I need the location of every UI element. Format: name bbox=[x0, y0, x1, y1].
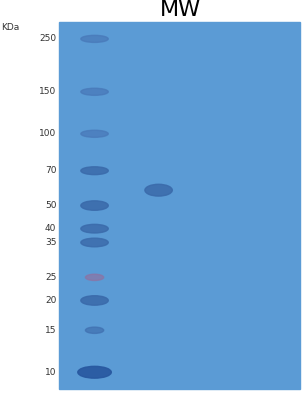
Text: 10: 10 bbox=[45, 368, 56, 377]
Text: 35: 35 bbox=[45, 238, 56, 247]
Text: 250: 250 bbox=[39, 34, 56, 43]
Text: 15: 15 bbox=[45, 326, 56, 335]
Text: 25: 25 bbox=[45, 273, 56, 282]
Text: KDa: KDa bbox=[2, 23, 20, 32]
Text: 50: 50 bbox=[45, 201, 56, 210]
Text: 100: 100 bbox=[39, 129, 56, 138]
Text: 40: 40 bbox=[45, 224, 56, 233]
Text: MW: MW bbox=[160, 0, 200, 20]
Text: 70: 70 bbox=[45, 166, 56, 175]
Text: 150: 150 bbox=[39, 87, 56, 96]
Text: 20: 20 bbox=[45, 296, 56, 305]
